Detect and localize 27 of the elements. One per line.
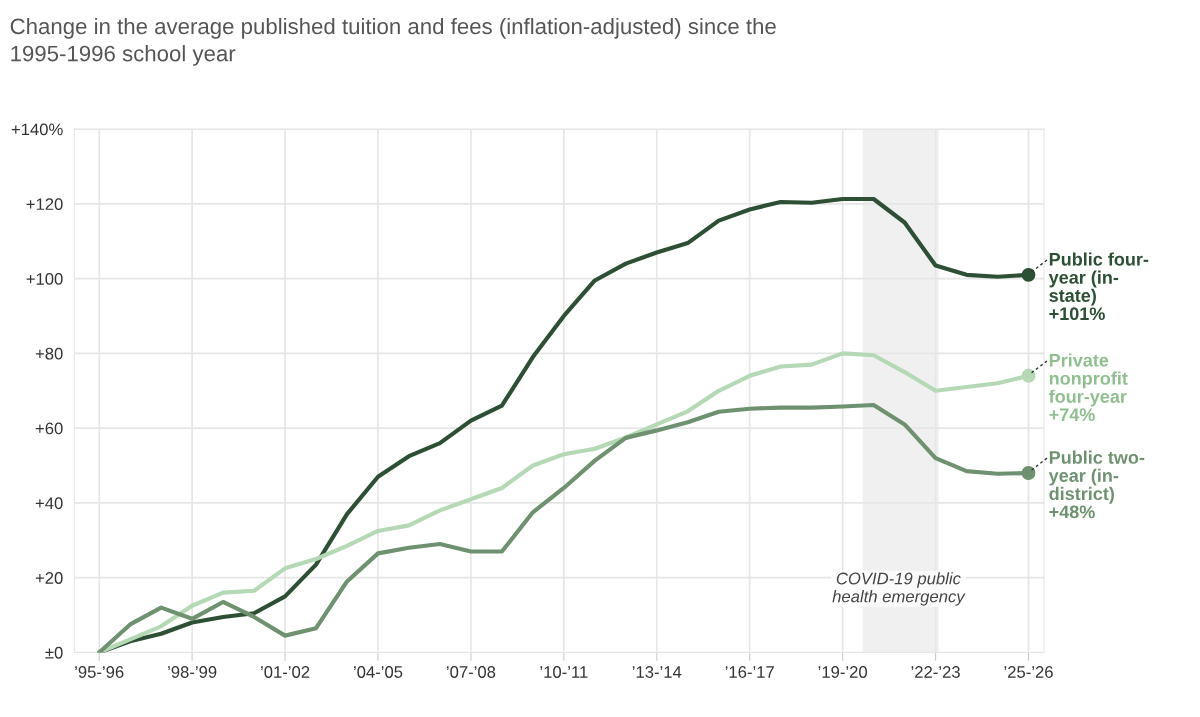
y-tick-label: +120 xyxy=(26,198,63,211)
series-label: Public two-year (in-district) xyxy=(1048,450,1145,504)
x-tick-label: ’07-’08 xyxy=(446,666,496,678)
series-label: Private nonprofit four-year xyxy=(1048,353,1128,407)
y-tick-label: +20 xyxy=(35,572,63,584)
x-tick-label: ’10-’11 xyxy=(540,666,588,678)
x-tick-label: ’95-’96 xyxy=(75,666,124,678)
series-label: Public four-year (in-state) xyxy=(1048,252,1149,306)
y-tick-label: +40 xyxy=(35,497,63,510)
x-tick-label: ’04-’05 xyxy=(354,666,403,678)
data-label: +48% xyxy=(1049,505,1095,519)
x-tick-label: ’25-’26 xyxy=(1004,666,1053,678)
x-tick-label: ’98-’99 xyxy=(168,666,217,678)
x-tick-label: ’19-’20 xyxy=(818,666,868,678)
chart-title: Change in the average published tuition and fees (inflation-adjusted) since the 1995-1996 school year xyxy=(10,17,776,66)
x-tick-label: ’01-’02 xyxy=(261,666,310,678)
band-label: COVID-19 public health emergency xyxy=(832,572,966,606)
x-tick-label: ’22-’23 xyxy=(911,666,960,678)
y-tick-label: +100 xyxy=(26,273,63,285)
y-tick-label: +140% xyxy=(11,123,63,136)
y-tick-label: +60 xyxy=(35,422,63,435)
y-tick-label: +80 xyxy=(35,347,63,360)
x-tick-label: ’16-’17 xyxy=(725,666,774,678)
y-tick-label: ±0 xyxy=(45,646,63,659)
data-label: +74% xyxy=(1049,408,1095,422)
x-tick-label: ’13-’14 xyxy=(632,666,682,678)
data-label: +101% xyxy=(1049,307,1105,321)
